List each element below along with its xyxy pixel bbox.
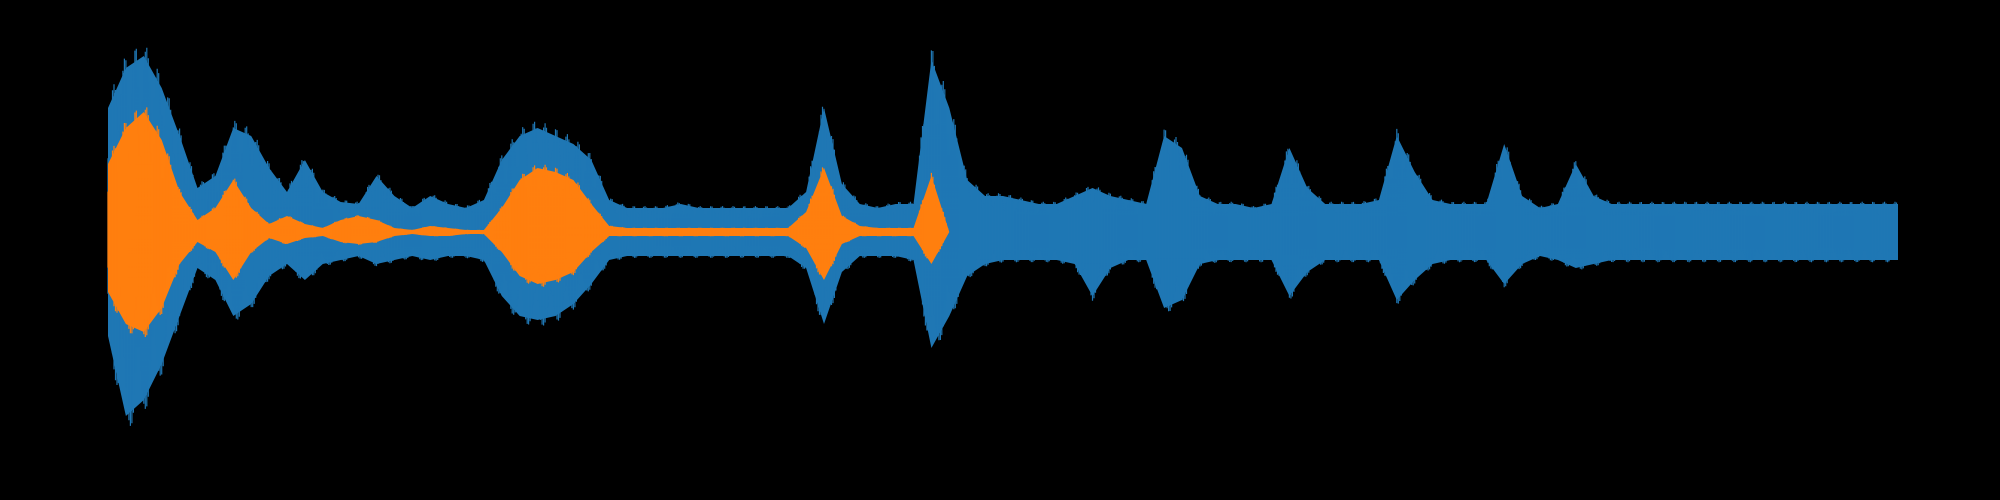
series-2	[107, 107, 1003, 337]
series-layer	[107, 47, 1898, 426]
series-2-spikes	[107, 107, 949, 337]
